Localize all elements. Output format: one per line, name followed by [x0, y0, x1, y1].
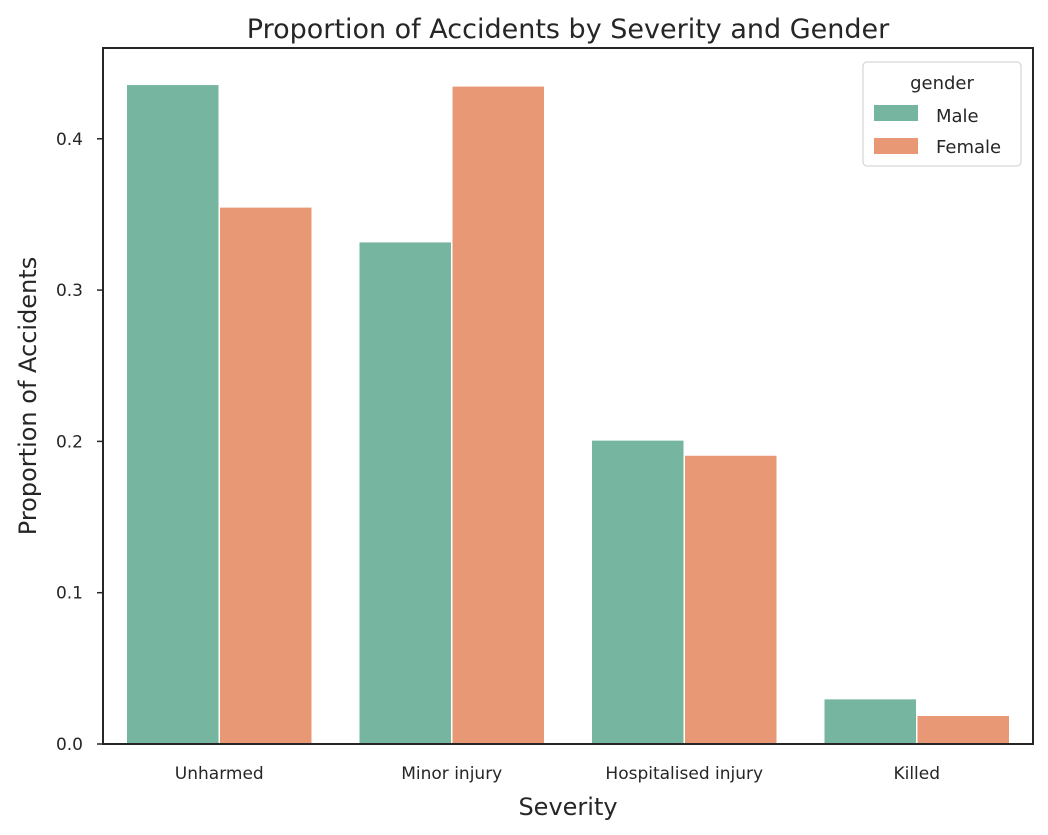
y-tick-label-1: 0.1 — [56, 584, 83, 604]
bar-male-0 — [125, 83, 220, 745]
x-tick-label-1: Minor injury — [401, 764, 502, 784]
y-tick-label-2: 0.2 — [56, 432, 83, 452]
x-tick-label-2: Hospitalised injury — [605, 764, 763, 784]
legend-swatch-female — [874, 138, 918, 154]
legend: gender Male Female — [862, 61, 1022, 167]
bars-group — [125, 83, 1011, 745]
plot-frame — [102, 47, 1034, 745]
y-axis-label: Proportion of Accidents — [14, 257, 42, 535]
x-tick-label-0: Unharmed — [175, 764, 264, 784]
bar-female-1 — [451, 85, 546, 745]
bar-female-3 — [916, 714, 1011, 745]
x-axis-ticks: Unharmed Minor injury Hospitalised injury K… — [175, 764, 940, 784]
y-tick-label-0: 0.0 — [56, 735, 83, 755]
legend-label-male: Male — [936, 106, 979, 127]
legend-label-female: Female — [936, 137, 1001, 158]
legend-title: gender — [910, 73, 974, 94]
x-axis-label: Severity — [518, 793, 617, 821]
y-tick-label-4: 0.4 — [56, 130, 83, 150]
y-tick-label-3: 0.3 — [56, 281, 83, 301]
y-axis-ticks: 0.0 0.1 0.2 0.3 0.4 — [56, 130, 103, 755]
bar-female-0 — [218, 206, 313, 745]
legend-swatch-male — [874, 105, 918, 121]
bar-male-2 — [590, 439, 685, 745]
bar-male-1 — [358, 240, 453, 745]
chart-title: Proportion of Accidents by Severity and … — [247, 14, 890, 45]
x-tick-label-3: Killed — [893, 764, 940, 784]
bar-male-3 — [823, 697, 918, 745]
bar-female-2 — [683, 454, 778, 745]
